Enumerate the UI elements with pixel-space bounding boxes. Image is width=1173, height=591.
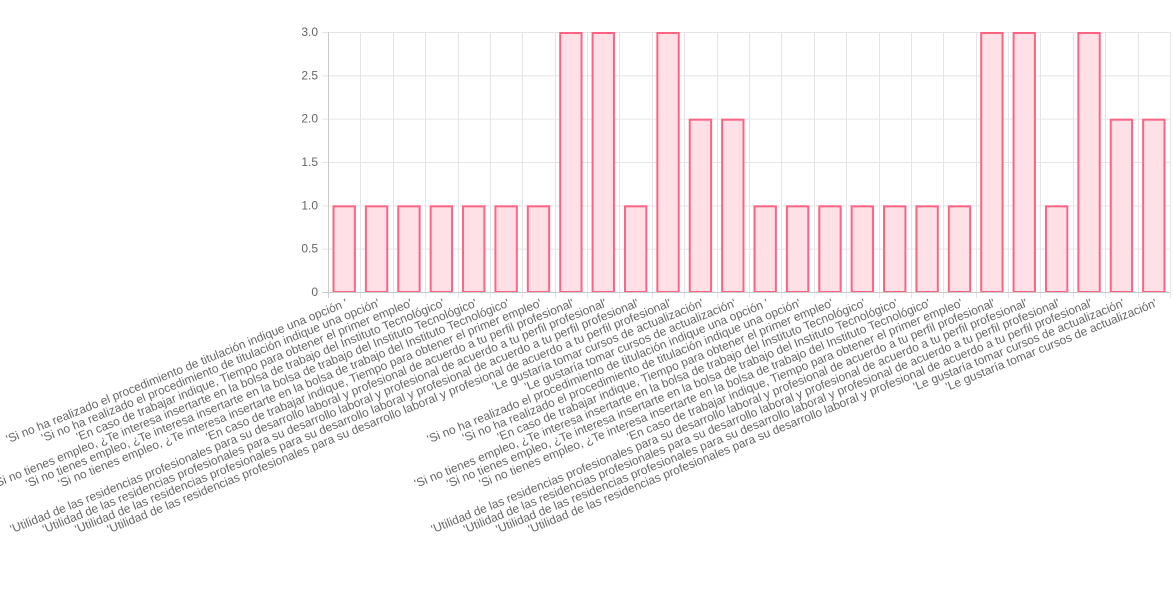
- bar: [850, 205, 875, 293]
- bar: [591, 32, 615, 293]
- y-tick-label: 2.0: [301, 112, 318, 126]
- bar: [753, 205, 777, 293]
- bars-layer: [332, 32, 1166, 293]
- bar: [818, 205, 842, 293]
- bar: [526, 205, 551, 293]
- bar: [915, 205, 939, 293]
- grid-layer: [322, 32, 1171, 298]
- bar: [494, 205, 518, 293]
- bar: [721, 118, 745, 293]
- bar: [688, 118, 713, 293]
- y-tick-label: 3.0: [301, 25, 318, 39]
- bar: [623, 205, 648, 293]
- bar: [1142, 118, 1166, 293]
- y-tick-label: 0.5: [301, 242, 318, 256]
- bar: [947, 205, 972, 293]
- bar: [429, 205, 454, 293]
- x-tick-labels: 'Si no ha realizado el procedimiento de …: [0, 296, 1159, 536]
- y-tick-label: 0: [311, 285, 318, 299]
- bar: [785, 205, 810, 293]
- bar: [883, 205, 907, 293]
- bar: [980, 32, 1004, 293]
- bar: [1077, 32, 1101, 293]
- bar: [462, 205, 486, 293]
- bar: [1044, 205, 1069, 293]
- bar: [1109, 118, 1134, 293]
- y-tick-label: 1.0: [301, 198, 318, 212]
- bar: [1012, 32, 1036, 293]
- bar: [397, 205, 421, 293]
- y-tick-labels: 0 0.5 1.0 1.5 2.0 2.5 3.0: [301, 25, 318, 299]
- bar: [656, 32, 680, 293]
- y-tick-label: 1.5: [301, 155, 318, 169]
- y-tick-label: 2.5: [301, 68, 318, 82]
- bar: [332, 205, 356, 293]
- bar: [364, 205, 389, 293]
- bar: [559, 32, 583, 293]
